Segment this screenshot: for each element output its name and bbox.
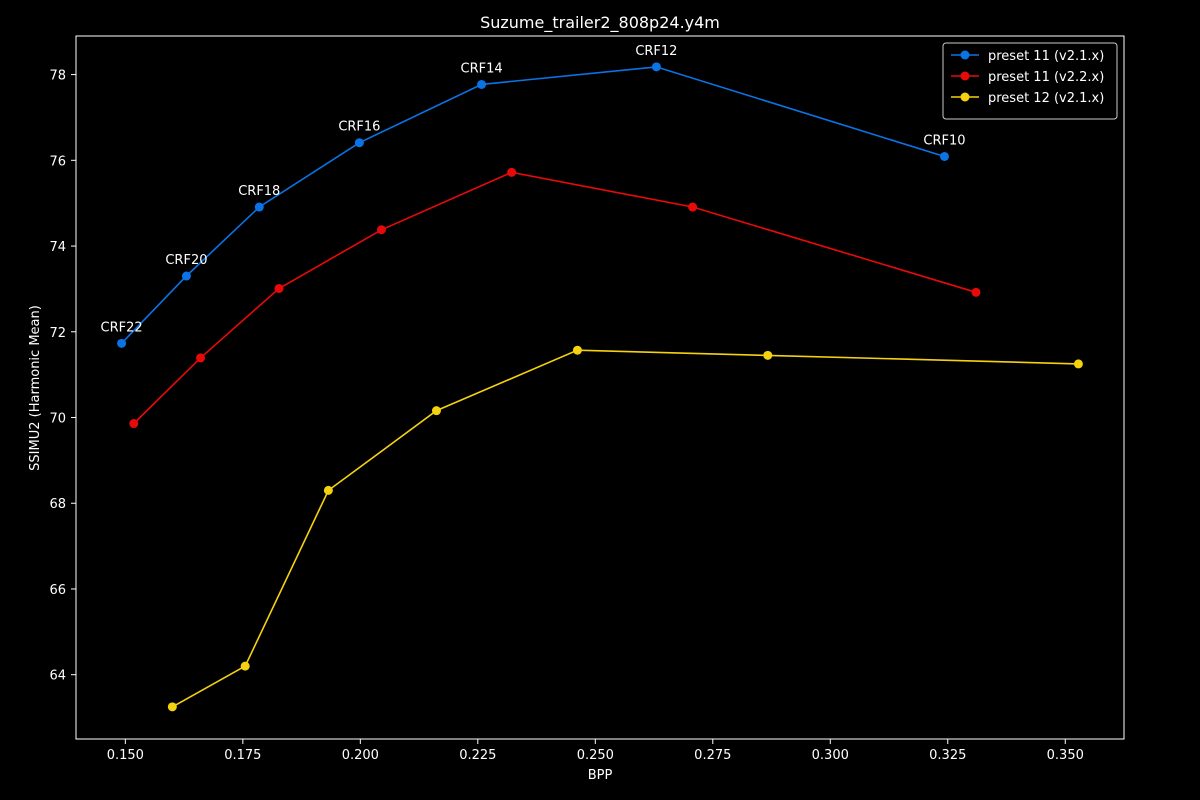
x-tick-label: 0.175 <box>224 748 261 763</box>
data-point <box>323 485 333 495</box>
crf-annotation: CRF22 <box>101 320 143 335</box>
legend-label: preset 11 (v2.1.x) <box>988 49 1104 64</box>
data-point <box>507 167 517 177</box>
y-tick-label: 68 <box>49 497 66 512</box>
legend-box <box>942 42 1118 120</box>
data-point <box>971 287 981 297</box>
data-point <box>477 79 487 89</box>
y-tick-label: 70 <box>49 412 66 427</box>
y-tick-label: 78 <box>49 69 66 84</box>
legend-label: preset 12 (v2.1.x) <box>988 91 1104 106</box>
crf-annotation: CRF10 <box>923 133 965 148</box>
data-point <box>196 353 206 363</box>
x-tick-label: 0.250 <box>577 748 614 763</box>
legend-label: preset 11 (v2.2.x) <box>988 70 1104 85</box>
x-tick-label: 0.325 <box>929 748 966 763</box>
chart-title: Suzume_trailer2_808p24.y4m <box>480 13 720 33</box>
x-tick-label: 0.150 <box>107 748 144 763</box>
y-tick-label: 72 <box>49 326 66 341</box>
y-axis-title: SSIMU2 (Harmonic Mean) <box>28 305 43 471</box>
crf-annotation: CRF12 <box>635 44 677 59</box>
x-tick-label: 0.225 <box>459 748 496 763</box>
data-point <box>572 345 582 355</box>
x-tick-label: 0.300 <box>812 748 849 763</box>
legend-marker <box>960 71 970 81</box>
data-point <box>1073 359 1083 369</box>
data-point <box>274 283 284 293</box>
data-point <box>431 406 441 416</box>
axes-frame <box>75 35 1125 740</box>
crf-annotation: CRF20 <box>165 253 207 268</box>
data-point <box>939 151 949 161</box>
legend: preset 11 (v2.1.x) preset 11 (v2.2.x) pres… <box>942 42 1118 120</box>
data-point <box>181 271 191 281</box>
y-tick-label: 76 <box>49 154 66 169</box>
data-point <box>376 225 386 235</box>
y-tick-label: 64 <box>49 669 66 684</box>
legend-marker <box>960 92 970 102</box>
crf-annotation: CRF14 <box>461 61 503 76</box>
x-tick-label: 0.350 <box>1047 748 1084 763</box>
x-axis-title: BPP <box>588 768 613 783</box>
crf-annotation: CRF16 <box>338 120 380 135</box>
x-tick-label: 0.275 <box>694 748 731 763</box>
data-point <box>117 338 127 348</box>
plot-area: 0.150 0.175 0.200 0.225 0.250 0.275 0.300 0.325… <box>49 35 1125 763</box>
data-point <box>651 62 661 72</box>
legend-marker <box>960 50 970 60</box>
data-point <box>354 138 364 148</box>
data-point <box>129 419 139 429</box>
x-tick-label: 0.200 <box>342 748 379 763</box>
data-point <box>240 661 250 671</box>
y-tick-label: 66 <box>49 583 66 598</box>
y-tick-label: 74 <box>49 240 66 255</box>
data-point <box>688 202 698 212</box>
data-point <box>254 202 264 212</box>
data-point <box>167 702 177 712</box>
data-point <box>763 350 773 360</box>
crf-annotation: CRF18 <box>238 184 280 199</box>
